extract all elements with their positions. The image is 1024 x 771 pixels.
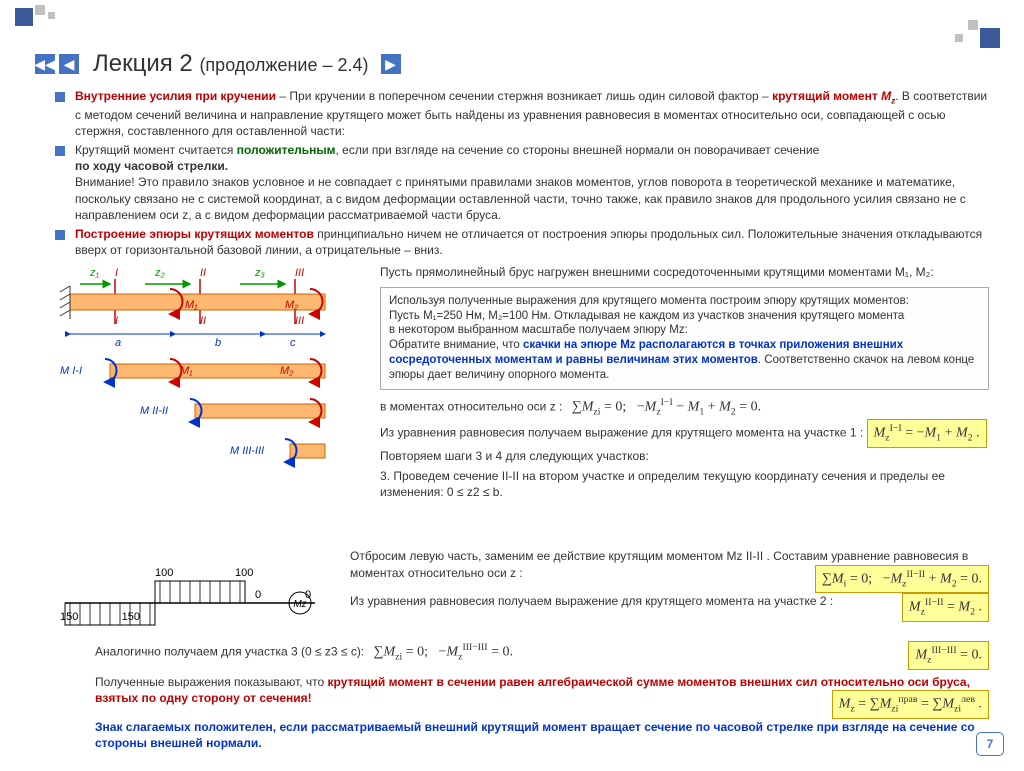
para-conclusion: Полученные выражения показывают, что кру… — [95, 674, 989, 706]
page-number: 7 — [976, 732, 1004, 756]
text: Используя полученные выражения для крутя… — [389, 294, 980, 309]
text: Обратите внимание, что скачки на эпюре M… — [389, 338, 980, 383]
callout-box: Используя полученные выражения для крутя… — [380, 287, 989, 391]
text-step-3: 3. Проведем сечение II-II на втором учас… — [380, 468, 989, 500]
text: , если при взгляде на сечение со стороны… — [336, 143, 820, 157]
text-step-4: Отбросим левую часть, заменим ее действи… — [350, 548, 989, 580]
para-torsion-intro: Внутренние усилия при кручении – При кру… — [75, 88, 989, 139]
svg-text:z₂: z₂ — [154, 267, 166, 279]
svg-text:0: 0 — [255, 589, 261, 601]
formula-highlight: MzIII−III = 0. — [908, 641, 989, 670]
svg-text:a: a — [115, 337, 121, 349]
svg-text:Mz: Mz — [293, 599, 306, 610]
svg-text:z₃: z₃ — [254, 267, 266, 279]
svg-text:M₁: M₁ — [180, 365, 193, 377]
text-clockwise: по ходу часовой стрелки. — [75, 158, 989, 174]
svg-text:M₁: M₁ — [185, 299, 198, 311]
epure-diagram: 100 100 0 0 150 150 Mz — [55, 548, 335, 633]
para-epure: Построение эпюры крутящих моментов принц… — [75, 226, 989, 258]
formula: ∑Mzi = 0; −MzI−I − M1 + M2 = 0. — [572, 396, 761, 419]
svg-text:II: II — [200, 315, 206, 327]
svg-text:I: I — [115, 267, 118, 279]
text: Крутящий момент считается — [75, 143, 237, 157]
formula-highlight: MzI−I = −M1 + M2 . — [867, 419, 987, 448]
svg-text:c: c — [290, 337, 296, 349]
svg-text:M I-I: M I-I — [60, 365, 82, 377]
text-warning: Внимание! Это правило знаков условное и … — [75, 174, 989, 223]
svg-text:z₁: z₁ — [89, 267, 100, 279]
para-sign-rule: Крутящий момент считается положительным,… — [75, 142, 989, 223]
title-main: Лекция 2 — [93, 50, 199, 77]
title-sub: (продолжение – 2.4) — [199, 55, 368, 75]
text: Пусть M₁=250 Нм, M₂=100 Нм. Откладывая н… — [389, 309, 980, 324]
term-moment: крутящий момент Mz — [772, 89, 895, 103]
para-sign-note: Знак слагаемых положителен, если рассмат… — [95, 719, 989, 751]
heading-epure: Построение эпюры крутящих моментов — [75, 227, 314, 241]
svg-text:150: 150 — [122, 611, 140, 623]
svg-text:M II-II: M II-II — [140, 405, 168, 417]
formula-highlight: Mz = ∑Mziправ = ∑Mziлев . — [832, 690, 989, 719]
nav-prev-icon[interactable]: ◀ — [59, 54, 79, 74]
page-title: Лекция 2 (продолжение – 2.4) — [93, 50, 369, 78]
bullet-icon — [55, 92, 65, 102]
text: Аналогично получаем для участка 3 (0 ≤ z… — [95, 641, 989, 664]
nav-next-icon[interactable]: ▶ — [381, 54, 401, 74]
formula: ∑Mzi = 0; −MzIII−III = 0. — [374, 641, 513, 664]
svg-text:III: III — [295, 267, 304, 279]
header-decor — [0, 0, 1024, 40]
text: в моментах относительно оси z : ∑Mzi = 0… — [380, 396, 989, 419]
text: в некотором выбранном масштабе получаем … — [389, 323, 980, 338]
formula-highlight: MzII−II = M2 . — [902, 593, 989, 622]
svg-text:100: 100 — [155, 567, 173, 579]
svg-text:II: II — [200, 267, 206, 279]
beam-diagram: z₁ I z₂ II z₃ III — [55, 264, 365, 544]
text: Повторяем шаги 3 и 4 для следующих участ… — [380, 448, 989, 464]
svg-text:M₂: M₂ — [285, 299, 299, 311]
svg-text:M₂: M₂ — [280, 365, 294, 377]
heading-torsion: Внутренние усилия при кручении — [75, 89, 276, 103]
nav-first-icon[interactable]: ◀◀ — [35, 54, 55, 74]
bullet-icon — [55, 230, 65, 240]
text: – При кручении в поперечном сечении стер… — [276, 89, 772, 103]
bullet-icon — [55, 146, 65, 156]
svg-text:b: b — [215, 337, 221, 349]
svg-text:100: 100 — [235, 567, 253, 579]
text: Из уравнения равновесия получаем выражен… — [350, 593, 989, 609]
svg-text:M III-III: M III-III — [230, 445, 264, 457]
svg-text:III: III — [295, 315, 304, 327]
svg-text:150: 150 — [60, 611, 78, 623]
text-beam-intro: Пусть прямолинейный брус нагружен внешни… — [380, 264, 989, 280]
term-positive: положительным — [237, 143, 336, 157]
svg-text:I: I — [115, 315, 118, 327]
formula-highlight: ∑Mi = 0; −MzII−II + M2 = 0. — [815, 565, 989, 594]
text: Из уравнения равновесия получаем выражен… — [380, 419, 989, 448]
